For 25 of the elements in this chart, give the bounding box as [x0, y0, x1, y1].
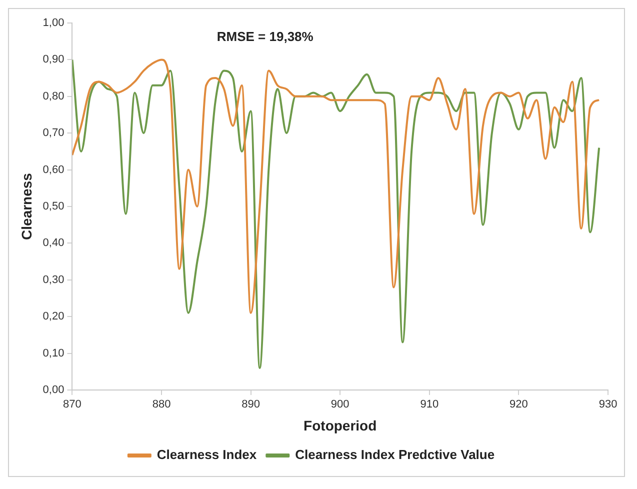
- y-tick-label: 0,30: [42, 274, 64, 286]
- x-tick-label: 890: [242, 398, 260, 411]
- x-tick-label: 900: [330, 398, 350, 411]
- x-tick-label: 870: [63, 398, 82, 411]
- legend-label: Clearness Index Predctive Value: [295, 447, 495, 462]
- y-tick-label: 0,90: [42, 54, 64, 66]
- y-tick-label: 0,10: [42, 347, 64, 360]
- annotation: RMSE = 19,38%: [216, 29, 314, 44]
- x-axis-title: Fotoperiod: [304, 417, 377, 434]
- line-series: [72, 58, 600, 314]
- legend-label: Clearness Index: [156, 447, 258, 462]
- y-tick-label: 0,20: [42, 310, 64, 323]
- line-series: [72, 58, 600, 369]
- y-tick-label: 0,80: [42, 90, 64, 102]
- y-tick-label: 0,00: [42, 384, 64, 396]
- y-tick-label: 0,40: [42, 237, 64, 250]
- y-tick-label: 0,60: [42, 164, 64, 176]
- y-tick-label: 0,50: [42, 200, 64, 213]
- x-tick-label: 880: [152, 398, 171, 411]
- x-tick-label: 920: [510, 398, 528, 411]
- y-axis-title: Clearness: [18, 172, 34, 240]
- y-tick-label: 0,70: [42, 127, 64, 140]
- x-tick-label: 910: [420, 398, 439, 411]
- y-tick-label: 1,00: [42, 17, 64, 30]
- x-tick-label: 930: [598, 398, 618, 411]
